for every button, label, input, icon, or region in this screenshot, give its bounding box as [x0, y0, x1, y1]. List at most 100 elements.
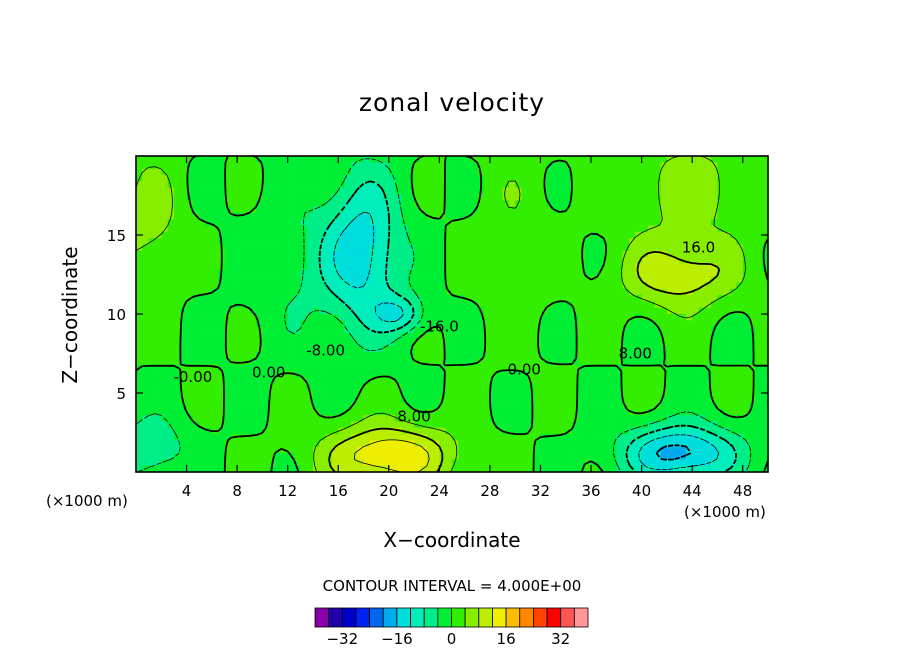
field-cell — [445, 238, 453, 246]
field-cell — [736, 238, 744, 246]
field-cell — [515, 193, 523, 201]
field-cell — [331, 434, 339, 441]
field-cell — [736, 465, 744, 473]
field-cell — [515, 244, 523, 252]
field-cell — [742, 345, 750, 353]
field-cell — [230, 263, 238, 271]
field-cell — [142, 269, 150, 277]
field-cell — [666, 320, 674, 328]
field-cell — [344, 257, 352, 265]
field-cell — [749, 168, 756, 176]
field-cell — [388, 225, 396, 233]
field-cell — [546, 288, 554, 296]
field-cell — [433, 383, 440, 391]
field-cell — [452, 389, 459, 397]
field-cell — [350, 187, 358, 195]
field-cell — [414, 427, 421, 435]
field-cell — [268, 238, 276, 246]
field-cell — [281, 465, 289, 473]
field-cell — [306, 408, 314, 416]
field-cell — [294, 282, 301, 290]
field-cell — [717, 314, 725, 321]
field-cell — [755, 187, 763, 195]
field-cell — [553, 408, 561, 416]
field-cell — [622, 181, 630, 189]
field-cell — [546, 415, 554, 423]
field-cell — [534, 231, 542, 239]
field-cell — [205, 276, 213, 283]
field-cell — [679, 434, 687, 441]
field-cell — [426, 440, 434, 448]
field-cell — [616, 377, 624, 385]
field-cell — [154, 301, 162, 309]
field-cell — [584, 332, 592, 340]
field-cell — [553, 174, 561, 182]
field-cell — [654, 446, 662, 454]
field-cell — [211, 238, 219, 246]
field-cell — [262, 402, 270, 410]
field-cell — [256, 181, 263, 189]
field-cell — [300, 156, 308, 163]
field-cell — [420, 320, 428, 328]
field-cell — [256, 231, 263, 239]
field-cell — [553, 219, 561, 227]
field-cell — [407, 370, 415, 378]
field-cell — [508, 459, 516, 467]
field-cell — [597, 459, 605, 467]
field-cell — [186, 282, 194, 290]
field-cell — [344, 465, 352, 473]
field-cell — [521, 276, 529, 283]
field-cell — [736, 212, 744, 220]
field-cell — [572, 193, 579, 201]
field-cell — [357, 427, 365, 435]
field-cell — [211, 269, 219, 277]
field-cell — [439, 263, 447, 271]
field-cell — [407, 193, 415, 201]
field-cell — [685, 225, 693, 233]
field-cell — [622, 326, 630, 334]
field-cell — [211, 345, 219, 353]
field-cell — [192, 168, 200, 176]
field-cell — [161, 156, 169, 163]
field-cell — [730, 206, 737, 214]
field-cell — [325, 383, 333, 391]
field-cell — [521, 383, 529, 391]
field-cell — [319, 326, 327, 334]
field-cell — [401, 440, 409, 448]
field-cell — [331, 193, 339, 201]
field-cell — [142, 288, 150, 296]
field-cell — [742, 434, 750, 441]
field-cell — [660, 219, 668, 227]
field-cell — [350, 282, 358, 290]
field-cell — [167, 288, 175, 296]
field-cell — [515, 250, 523, 258]
field-cell — [508, 225, 516, 233]
field-cell — [142, 231, 150, 239]
field-cell — [306, 434, 314, 441]
field-cell — [470, 174, 478, 182]
field-cell — [300, 377, 308, 385]
field-cell — [294, 434, 301, 441]
field-cell — [616, 364, 624, 372]
field-cell — [376, 377, 384, 385]
field-cell — [395, 307, 403, 315]
field-cell — [679, 156, 687, 163]
field-cell — [262, 326, 270, 334]
field-cell — [477, 156, 485, 163]
field-cell — [407, 212, 415, 220]
field-cell — [641, 156, 649, 163]
field-cell — [622, 282, 630, 290]
field-cell — [711, 295, 719, 302]
field-cell — [527, 415, 535, 423]
field-cell — [439, 225, 447, 233]
field-cell — [136, 345, 143, 353]
field-cell — [306, 282, 314, 290]
field-cell — [256, 168, 263, 176]
field-cell — [559, 282, 567, 290]
field-cell — [641, 383, 649, 391]
field-cell — [534, 219, 542, 227]
field-cell — [603, 326, 611, 334]
field-cell — [312, 231, 320, 239]
field-cell — [553, 244, 561, 252]
field-cell — [312, 459, 320, 467]
